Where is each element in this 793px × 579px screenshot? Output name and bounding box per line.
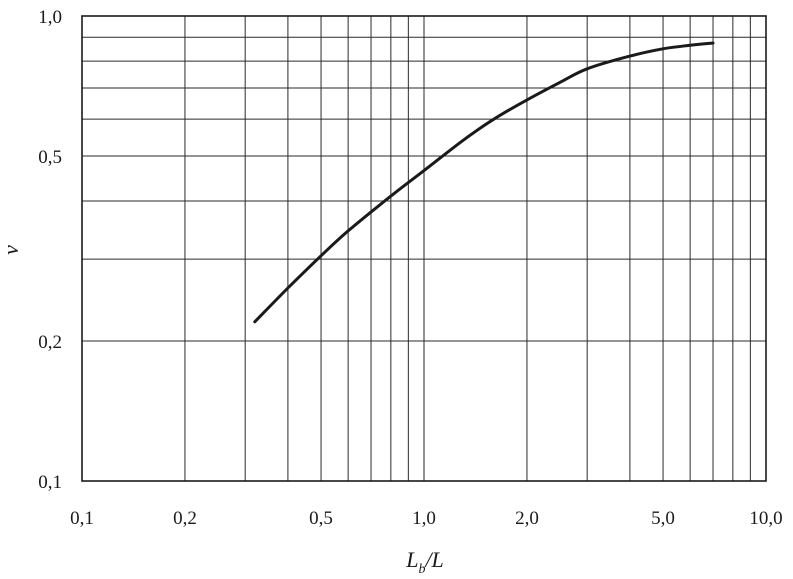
x-axis-label: Lb/L — [405, 547, 444, 577]
y-tick-label: 0,5 — [38, 147, 62, 168]
x-axis-label-main: L — [405, 547, 418, 572]
x-tick-label: 5,0 — [651, 508, 675, 529]
y-tick-label: 1,0 — [38, 7, 62, 28]
x-tick-label: 0,1 — [70, 508, 94, 529]
y-tick-label: 0,1 — [38, 472, 62, 493]
x-axis-label-rest: /L — [423, 547, 443, 572]
x-tick-label: 1,0 — [412, 508, 436, 529]
grid-lines — [82, 16, 766, 481]
series-line — [253, 41, 715, 324]
x-axis-label-subscript: b — [418, 562, 425, 577]
x-tick-label: 2,0 — [515, 508, 539, 529]
plot-frame — [81, 15, 767, 482]
y-tick-labels: 0,1 0,2 0,5 1,0 — [38, 7, 62, 493]
x-tick-labels: 0,1 0,2 0,5 1,0 2,0 5,0 10,0 — [70, 508, 783, 529]
y-axis-label: v — [0, 245, 23, 255]
x-tick-label: 10,0 — [749, 508, 782, 529]
x-tick-label: 0,5 — [309, 508, 333, 529]
y-tick-label: 0,2 — [38, 332, 62, 353]
x-tick-label: 0,2 — [173, 508, 197, 529]
series-curves — [253, 41, 715, 324]
